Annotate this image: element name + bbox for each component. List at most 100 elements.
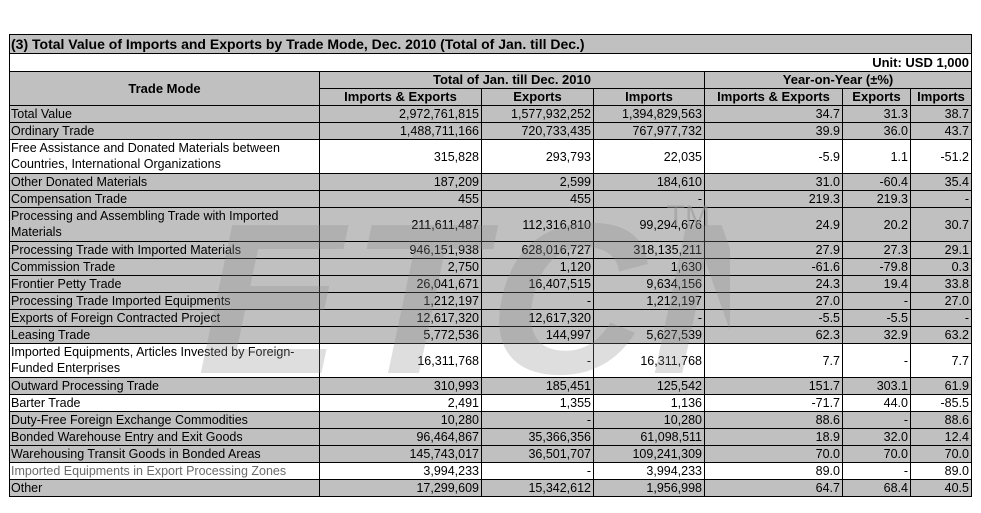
exports-cell: 12,617,320 <box>481 309 594 327</box>
imports-cell: 1,394,829,563 <box>593 105 705 123</box>
yoy-imports-cell: 30.7 <box>910 207 972 242</box>
imports-exports-cell: 16,311,768 <box>319 343 482 378</box>
trade-mode-cell: Other Donated Materials <box>9 173 320 191</box>
table-row: Other Donated Materials 187,209 2,599 184,6… <box>9 173 972 191</box>
trade-mode-cell: Total Value <box>9 105 320 123</box>
yoy-imports-cell: 33.8 <box>910 275 972 293</box>
yoy-imports-exports-cell: -5.5 <box>704 309 843 327</box>
trade-mode-cell: Processing and Assembling Trade with Imp… <box>9 207 320 242</box>
exports-cell: 35,366,356 <box>481 428 594 446</box>
imports-exports-cell: 455 <box>319 190 482 208</box>
exports-cell: 293,793 <box>481 139 594 174</box>
yoy-exports-cell: -5.5 <box>842 309 911 327</box>
imports-cell: 3,994,233 <box>593 462 705 480</box>
yoy-imports-exports-cell: 70.0 <box>704 445 843 463</box>
yoy-imports-cell: -51.2 <box>910 139 972 174</box>
yoy-imports-cell: 29.1 <box>910 241 972 259</box>
table-body: Total Value 2,972,761,815 1,577,932,252 1,3… <box>9 105 972 497</box>
imports-exports-cell: 211,611,487 <box>319 207 482 242</box>
trade-mode-cell: Ordinary Trade <box>9 122 320 140</box>
yoy-exports-cell: 70.0 <box>842 445 911 463</box>
table-row: Commission Trade 2,750 1,120 1,630 -61.6 -79.… <box>9 258 972 276</box>
trade-mode-cell: Bonded Warehouse Entry and Exit Goods <box>9 428 320 446</box>
imports-exports-cell: 946,151,938 <box>319 241 482 259</box>
yoy-imports-cell: 43.7 <box>910 122 972 140</box>
imports-exports-cell: 315,828 <box>319 139 482 174</box>
yoy-imports-exports-cell: 7.7 <box>704 343 843 378</box>
yoy-imports-cell: 27.0 <box>910 292 972 310</box>
table-row: Other 17,299,609 15,342,612 1,956,998 64.7 68… <box>9 479 972 497</box>
yoy-imports-cell: 89.0 <box>910 462 972 480</box>
trade-table-container: (3) Total Value of Imports and Exports b… <box>9 34 972 497</box>
table-row: Duty-Free Foreign Exchange Commodities 10… <box>9 411 972 429</box>
yoy-imports-cell: 70.0 <box>910 445 972 463</box>
yoy-exports-cell: 68.4 <box>842 479 911 497</box>
exports-cell: 15,342,612 <box>481 479 594 497</box>
exports-cell: - <box>481 411 594 429</box>
table-row: Processing Trade with Imported Materials… <box>9 241 972 259</box>
table-title: (3) Total Value of Imports and Exports b… <box>9 34 972 54</box>
imports-exports-cell: 310,993 <box>319 377 482 395</box>
table-row: Imported Equipments, Articles Invested b… <box>9 343 972 378</box>
yoy-exports-cell: - <box>842 292 911 310</box>
imports-cell: 22,035 <box>593 139 705 174</box>
trade-mode-cell: Compensation Trade <box>9 190 320 208</box>
table-row: Bonded Warehouse Entry and Exit Goods 96,… <box>9 428 972 446</box>
imports-exports-cell: 17,299,609 <box>319 479 482 497</box>
yoy-exports-cell: -79.8 <box>842 258 911 276</box>
yoy-imports-cell: 88.6 <box>910 411 972 429</box>
imports-exports-cell: 3,994,233 <box>319 462 482 480</box>
trade-mode-cell: Duty-Free Foreign Exchange Commodities <box>9 411 320 429</box>
imports-cell: 125,542 <box>593 377 705 395</box>
imports-exports-cell: 145,743,017 <box>319 445 482 463</box>
trade-mode-cell: Free Assistance and Donated Materials be… <box>9 139 320 174</box>
imports-cell: 10,280 <box>593 411 705 429</box>
yoy-imports-exports-cell: 24.9 <box>704 207 843 242</box>
imports-cell: 99,294,676 <box>593 207 705 242</box>
exports-cell: 144,997 <box>481 326 594 344</box>
trade-mode-cell: Exports of Foreign Contracted Project <box>9 309 320 327</box>
table-row: Total Value 2,972,761,815 1,577,932,252 1,3… <box>9 105 972 123</box>
trade-mode-cell: Warehousing Transit Goods in Bonded Area… <box>9 445 320 463</box>
yoy-imports-cell: 40.5 <box>910 479 972 497</box>
yoy-imports-exports-cell: 89.0 <box>704 462 843 480</box>
trade-mode-cell: Leasing Trade <box>9 326 320 344</box>
trade-mode-table: (3) Total Value of Imports and Exports b… <box>9 34 972 497</box>
imports-cell: 109,241,309 <box>593 445 705 463</box>
imports-exports-cell: 12,617,320 <box>319 309 482 327</box>
yoy-imports-exports-cell: 219.3 <box>704 190 843 208</box>
imports-exports-cell: 187,209 <box>319 173 482 191</box>
trade-mode-cell: Imported Equipments, Articles Invested b… <box>9 343 320 378</box>
yoy-exports-cell: 27.3 <box>842 241 911 259</box>
yoy-exports-cell: 32.0 <box>842 428 911 446</box>
yoy-imports-exports-cell: 31.0 <box>704 173 843 191</box>
imports-exports-cell: 26,041,671 <box>319 275 482 293</box>
table-row: Barter Trade 2,491 1,355 1,136 -71.7 44.0 -85.… <box>9 394 972 412</box>
header-group-yoy: Year-on-Year (±%) <box>704 71 972 89</box>
table-row: Free Assistance and Donated Materials be… <box>9 139 972 174</box>
table-row: Outward Processing Trade 310,993 185,451 12… <box>9 377 972 395</box>
header-yoy-imports-exports: Imports & Exports <box>704 88 843 106</box>
imports-exports-cell: 2,972,761,815 <box>319 105 482 123</box>
header-trade-mode: Trade Mode <box>9 71 320 106</box>
exports-cell: 112,316,810 <box>481 207 594 242</box>
yoy-imports-exports-cell: -61.6 <box>704 258 843 276</box>
yoy-imports-exports-cell: 24.3 <box>704 275 843 293</box>
yoy-imports-exports-cell: 64.7 <box>704 479 843 497</box>
imports-cell: 61,098,511 <box>593 428 705 446</box>
table-row: Processing and Assembling Trade with Imp… <box>9 207 972 242</box>
imports-cell: 5,627,539 <box>593 326 705 344</box>
imports-cell: 1,136 <box>593 394 705 412</box>
imports-cell: 9,634,156 <box>593 275 705 293</box>
exports-cell: 36,501,707 <box>481 445 594 463</box>
yoy-exports-cell: 303.1 <box>842 377 911 395</box>
imports-exports-cell: 5,772,536 <box>319 326 482 344</box>
imports-cell: - <box>593 190 705 208</box>
yoy-exports-cell: 31.3 <box>842 105 911 123</box>
exports-cell: 2,599 <box>481 173 594 191</box>
exports-cell: 628,016,727 <box>481 241 594 259</box>
yoy-imports-exports-cell: 39.9 <box>704 122 843 140</box>
table-row: Imported Equipments in Export Processing… <box>9 462 972 480</box>
yoy-imports-exports-cell: 27.9 <box>704 241 843 259</box>
exports-cell: - <box>481 343 594 378</box>
